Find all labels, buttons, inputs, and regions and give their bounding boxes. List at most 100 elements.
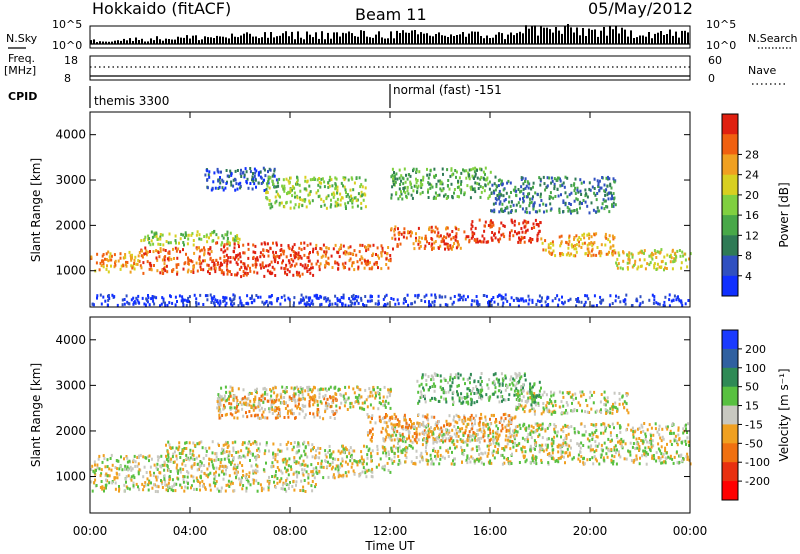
scatter-cell: [268, 407, 271, 411]
scatter-cell: [327, 194, 330, 198]
scatter-cell: [183, 262, 186, 266]
scatter-cell: [434, 191, 437, 195]
scatter-cell: [489, 225, 492, 229]
scatter-cell: [272, 456, 275, 459]
scatter-cell: [566, 391, 569, 394]
nsearch-bar: [225, 37, 227, 44]
scatter-cell: [267, 485, 270, 489]
scatter-cell: [470, 236, 473, 240]
scatter-cell: [360, 255, 363, 259]
scatter-cell: [405, 456, 408, 460]
scatter-cell: [232, 457, 235, 461]
scatter-cell: [101, 487, 104, 491]
scatter-cell: [182, 475, 185, 478]
scatter-cell: [458, 195, 460, 199]
nsearch-bar: [411, 30, 413, 44]
scatter-cell: [378, 401, 381, 405]
scatter-cell: [364, 186, 367, 190]
scatter-cell: [195, 476, 198, 480]
scatter-cell: [407, 303, 410, 307]
scatter-cell: [566, 176, 569, 180]
scatter-cell: [415, 167, 418, 171]
scatter-cell: [276, 254, 279, 258]
scatter-cell: [249, 297, 252, 300]
scatter-cell: [453, 191, 455, 195]
scatter-cell: [314, 456, 317, 460]
scatter-cell: [349, 459, 352, 463]
scatter-cell: [424, 237, 426, 241]
scatter-cell: [487, 435, 490, 439]
scatter-cell: [398, 445, 401, 449]
scatter-cell: [689, 252, 692, 256]
scatter-cell: [501, 462, 504, 466]
scatter-cell: [644, 434, 647, 438]
scatter-cell: [369, 299, 372, 303]
scatter-cell: [219, 301, 222, 305]
scatter-cell: [178, 241, 180, 245]
scatter-cell: [232, 256, 235, 260]
scatter-cell: [282, 487, 285, 491]
scatter-cell: [465, 458, 468, 462]
scatter-cell: [258, 171, 260, 175]
scatter-cell: [220, 386, 223, 390]
scatter-cell: [650, 426, 653, 430]
scatter-cell: [226, 174, 229, 178]
scatter-cell: [476, 182, 479, 186]
scatter-cell: [353, 449, 356, 453]
scatter-cell: [386, 252, 388, 256]
nsearch-bar: [198, 40, 200, 44]
scatter-cell: [676, 296, 679, 300]
scatter-cell: [239, 299, 242, 303]
scatter-cell: [195, 456, 198, 460]
scatter-cell: [588, 242, 591, 246]
scatter-cell: [473, 187, 476, 191]
scatter-cell: [398, 176, 401, 180]
scatter-cell: [182, 467, 185, 471]
scatter-cell: [391, 185, 394, 189]
scatter-cell: [545, 406, 548, 410]
scatter-cell: [299, 274, 301, 278]
scatter-cell: [448, 233, 451, 237]
scatter-cell: [336, 197, 339, 201]
scatter-cell: [489, 422, 492, 426]
scatter-cell: [230, 480, 233, 484]
scatter-cell: [616, 421, 619, 425]
scatter-cell: [617, 440, 619, 444]
scatter-cell: [612, 237, 615, 241]
scatter-cell: [150, 264, 153, 268]
scatter-cell: [416, 441, 418, 445]
scatter-cell: [410, 460, 413, 464]
scatter-cell: [144, 246, 147, 250]
scatter-cell: [603, 189, 606, 193]
scatter-cell: [301, 390, 304, 394]
nsearch-bar: [216, 35, 218, 44]
nsearch-bar: [294, 39, 296, 44]
scatter-cell: [185, 252, 187, 256]
scatter-cell: [380, 251, 383, 255]
scatter-cell: [168, 443, 171, 447]
scatter-cell: [392, 177, 394, 181]
scatter-cell: [160, 479, 162, 482]
scatter-cell: [173, 257, 175, 260]
scatter-cell: [370, 267, 373, 271]
scatter-cell: [321, 254, 324, 258]
scatter-cell: [587, 297, 590, 301]
scatter-cell: [289, 481, 291, 484]
scatter-cell: [275, 251, 277, 255]
scatter-cell: [467, 235, 470, 239]
nsearch-bar: [357, 36, 359, 44]
nsearch-bar: [141, 38, 143, 44]
scatter-cell: [479, 456, 482, 460]
scatter-cell: [247, 393, 250, 397]
scatter-cell: [261, 393, 264, 397]
scatter-cell: [337, 267, 340, 271]
scatter-cell: [550, 181, 553, 185]
scatter-cell: [344, 261, 347, 265]
scatter-cell: [288, 181, 291, 185]
scatter-cell: [207, 173, 210, 177]
scatter-cell: [344, 446, 347, 450]
scatter-cell: [289, 187, 292, 191]
scatter-cell: [173, 483, 176, 487]
scatter-cell: [293, 459, 296, 462]
scatter-cell: [342, 296, 345, 300]
